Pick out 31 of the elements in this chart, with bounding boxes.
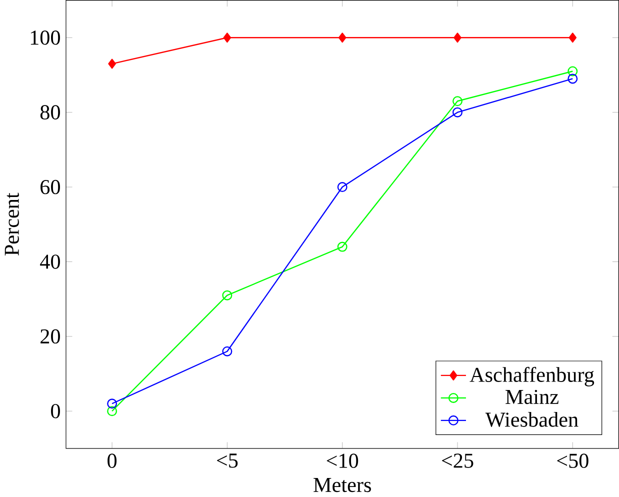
y-tick-label: 0 (51, 404, 60, 418)
point (107, 406, 118, 416)
y-tick-label: 40 (40, 254, 60, 269)
legend-label: Aschaffenburg (470, 366, 594, 386)
x-tick-label: <50 (557, 454, 588, 468)
y-axis-title: Percent (4, 192, 19, 256)
x-axis-title: Meters (314, 478, 371, 492)
x-tick-label: 0 (108, 454, 117, 468)
point (338, 32, 346, 43)
x-tick-label: <5 (217, 454, 238, 468)
x-tick-label: <25 (442, 454, 474, 468)
point (337, 242, 348, 252)
point (454, 32, 462, 43)
y-tick-label: 100 (30, 30, 60, 45)
y-tick-label: 20 (40, 329, 60, 344)
point (108, 58, 116, 69)
point (222, 346, 232, 356)
point (568, 32, 577, 43)
y-tick-label: 80 (40, 105, 60, 120)
legend-label: Mainz (506, 390, 558, 404)
point (568, 74, 578, 84)
point (452, 96, 462, 106)
y-tick-label: 60 (40, 180, 60, 194)
point (337, 182, 348, 192)
legend-label: Wiesbaden (485, 412, 578, 427)
point (222, 290, 232, 300)
point (107, 398, 118, 409)
point (223, 32, 232, 43)
point (568, 66, 578, 76)
point (452, 107, 462, 118)
x-tick-label: <10 (326, 454, 358, 468)
